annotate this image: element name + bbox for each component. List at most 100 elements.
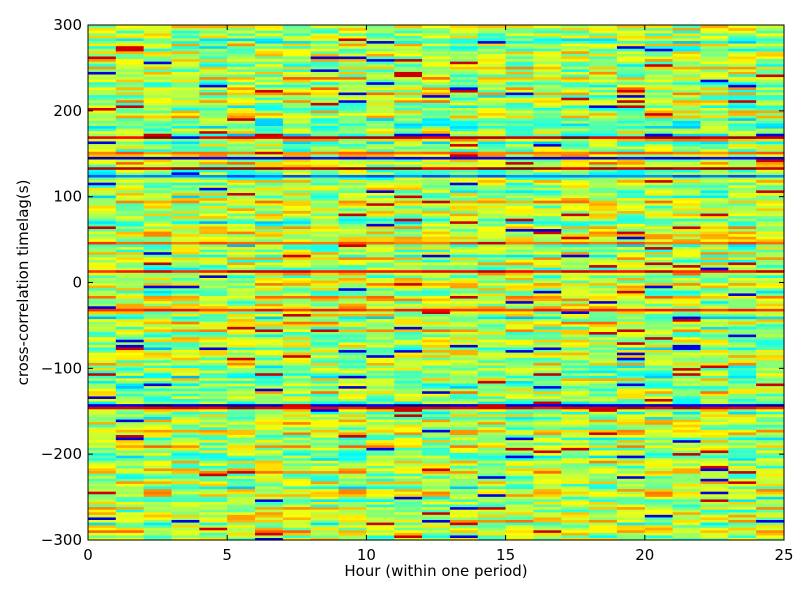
heatmap-cell bbox=[199, 488, 228, 492]
heatmap-cell bbox=[616, 202, 646, 206]
heatmap-cell bbox=[366, 187, 395, 191]
heatmap-cell bbox=[255, 63, 284, 67]
heatmap-cell bbox=[422, 431, 451, 436]
heatmap-cell bbox=[589, 537, 618, 541]
heatmap-cell bbox=[282, 86, 312, 90]
heatmap-cell bbox=[394, 524, 423, 528]
heatmap-cell bbox=[282, 279, 312, 284]
heatmap-cell bbox=[644, 395, 674, 399]
heatmap-cell bbox=[227, 112, 256, 116]
heatmap-cell bbox=[505, 488, 535, 492]
heatmap-cell bbox=[422, 45, 451, 49]
heatmap-cell bbox=[449, 408, 479, 412]
heatmap-cell bbox=[394, 99, 423, 103]
heatmap-cell bbox=[171, 534, 200, 539]
heatmap-cell bbox=[561, 164, 590, 168]
heatmap-cell bbox=[589, 130, 618, 134]
heatmap-cell bbox=[728, 166, 757, 170]
heatmap-cell bbox=[199, 354, 228, 358]
heatmap-cell bbox=[366, 400, 395, 405]
heatmap-cell bbox=[310, 205, 340, 209]
heatmap-cell bbox=[310, 210, 340, 214]
heatmap-cell bbox=[171, 274, 200, 278]
heatmap-cell bbox=[255, 403, 284, 407]
heatmap-cell bbox=[533, 282, 562, 286]
heatmap-cell bbox=[394, 61, 423, 65]
heatmap-cell bbox=[255, 310, 284, 314]
heatmap-cell bbox=[477, 50, 507, 54]
heatmap-cell bbox=[422, 524, 451, 528]
heatmap-cell bbox=[672, 418, 702, 423]
heatmap-cell bbox=[589, 225, 618, 230]
heatmap-cell bbox=[477, 254, 507, 258]
heatmap-cell bbox=[589, 357, 618, 361]
heatmap-cell bbox=[449, 462, 479, 466]
heatmap-cell bbox=[143, 344, 173, 348]
heatmap-cell bbox=[477, 491, 507, 495]
heatmap-cell bbox=[422, 269, 451, 273]
heatmap-cell bbox=[561, 457, 590, 461]
heatmap-cell bbox=[756, 367, 785, 371]
heatmap-cell bbox=[310, 164, 340, 168]
heatmap-cell bbox=[422, 89, 451, 93]
heatmap-cell bbox=[366, 249, 395, 253]
heatmap-cell bbox=[171, 215, 200, 219]
heatmap-cell bbox=[644, 156, 674, 160]
heatmap-cell bbox=[756, 491, 785, 495]
heatmap-cell bbox=[728, 261, 757, 266]
heatmap-cell bbox=[282, 169, 312, 173]
heatmap-cell bbox=[728, 465, 757, 469]
heatmap-cell bbox=[366, 115, 395, 119]
heatmap-cell bbox=[533, 341, 562, 345]
heatmap-cell bbox=[338, 99, 367, 103]
heatmap-cell bbox=[700, 112, 729, 116]
heatmap-cell bbox=[616, 326, 646, 330]
heatmap-cell bbox=[728, 81, 757, 85]
heatmap-cell bbox=[533, 473, 562, 477]
heatmap-cell bbox=[756, 465, 785, 469]
heatmap-cell bbox=[227, 418, 256, 423]
heatmap-cell bbox=[589, 323, 618, 327]
heatmap-cell bbox=[338, 344, 367, 348]
heatmap-cell bbox=[756, 385, 785, 389]
heatmap-cell bbox=[422, 194, 451, 199]
heatmap-cell bbox=[756, 68, 785, 72]
heatmap-cell bbox=[227, 259, 256, 263]
heatmap-cell bbox=[728, 236, 757, 240]
heatmap-cell bbox=[171, 375, 200, 379]
heatmap-cell bbox=[310, 143, 340, 147]
heatmap-cell bbox=[338, 442, 367, 446]
heatmap-cell bbox=[561, 73, 590, 78]
heatmap-cell bbox=[282, 398, 312, 402]
heatmap-cell bbox=[338, 416, 367, 420]
heatmap-cell bbox=[88, 447, 117, 451]
heatmap-cell bbox=[199, 267, 228, 271]
heatmap-cell bbox=[756, 447, 785, 451]
heatmap-cell bbox=[533, 32, 562, 36]
heatmap-cell bbox=[199, 99, 228, 103]
heatmap-cell bbox=[394, 331, 423, 335]
heatmap-cell bbox=[728, 393, 757, 397]
heatmap-cell bbox=[422, 158, 451, 163]
heatmap-cell bbox=[171, 104, 200, 108]
heatmap-cell bbox=[227, 86, 256, 90]
heatmap-cell bbox=[533, 509, 562, 513]
heatmap-cell bbox=[88, 411, 117, 415]
heatmap-cell bbox=[338, 336, 367, 340]
heatmap-cell bbox=[227, 182, 256, 186]
heatmap-cell bbox=[88, 158, 117, 163]
heatmap-cell bbox=[255, 388, 284, 392]
heatmap-cell bbox=[255, 524, 284, 528]
heatmap-cell bbox=[561, 161, 590, 165]
heatmap-cell bbox=[561, 251, 590, 255]
heatmap-cell bbox=[533, 503, 562, 508]
heatmap-cell bbox=[616, 377, 646, 381]
heatmap-cell bbox=[449, 107, 479, 111]
heatmap-cell bbox=[616, 205, 646, 209]
heatmap-cell bbox=[199, 207, 228, 211]
heatmap-cell bbox=[338, 370, 367, 374]
heatmap-cell bbox=[422, 336, 451, 340]
heatmap-cell bbox=[616, 207, 646, 211]
heatmap-cell bbox=[756, 241, 785, 245]
heatmap-cell bbox=[477, 99, 507, 103]
